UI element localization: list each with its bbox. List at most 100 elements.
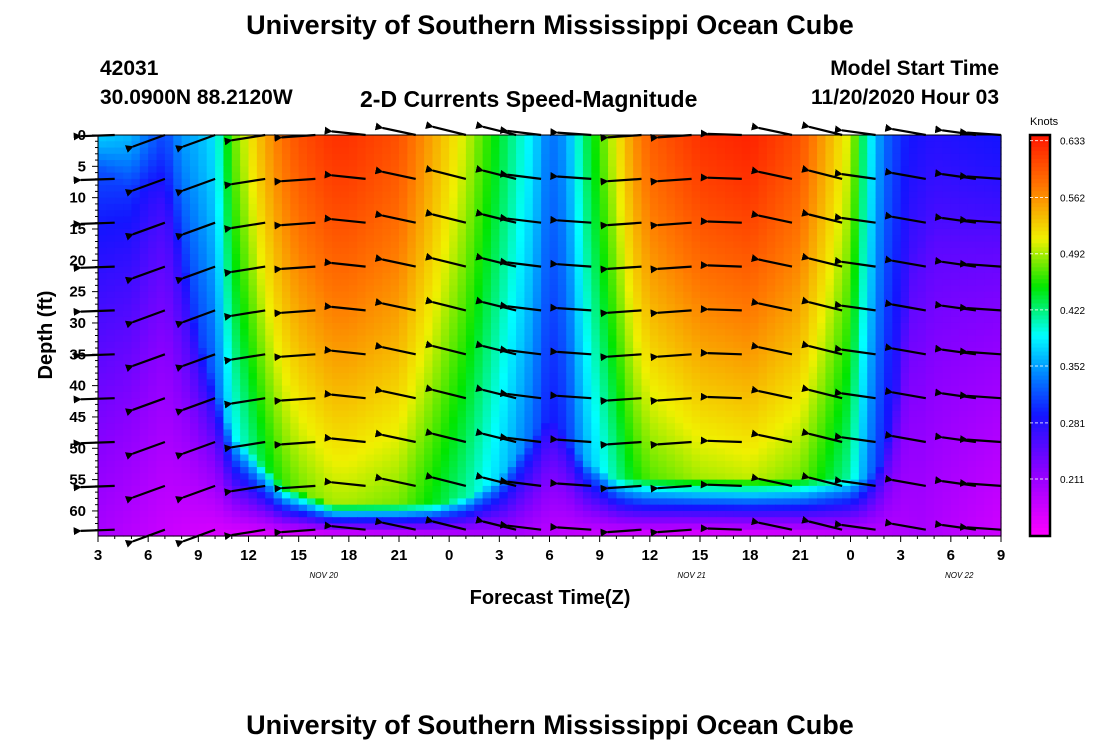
heatmap-cell	[750, 191, 760, 199]
heatmap-cell	[482, 360, 492, 368]
heatmap-cell	[925, 147, 935, 155]
heatmap-cell	[399, 385, 408, 393]
heatmap-cell	[348, 329, 358, 337]
heatmap-cell	[248, 322, 258, 330]
heatmap-cell	[833, 222, 843, 230]
heatmap-cell	[449, 398, 459, 406]
heatmap-cell	[131, 166, 141, 174]
heatmap-cell	[909, 385, 918, 393]
heatmap-cell	[256, 385, 266, 393]
heatmap-cell	[490, 316, 500, 324]
heatmap-cell	[532, 385, 542, 393]
heatmap-cell	[942, 178, 952, 186]
heatmap-cell	[566, 291, 576, 299]
heatmap-cell	[934, 228, 944, 236]
heatmap-cell	[256, 354, 266, 362]
heatmap-cell	[348, 178, 358, 186]
heatmap-cell	[950, 191, 960, 199]
heatmap-cell	[265, 373, 275, 380]
heatmap-cell	[524, 172, 534, 180]
heatmap-cell	[507, 366, 517, 374]
heatmap-cell	[348, 247, 358, 255]
heatmap-cell	[909, 360, 918, 368]
heatmap-cell	[348, 354, 358, 362]
heatmap-cell	[223, 391, 233, 399]
heatmap-cell	[482, 141, 492, 149]
heatmap-cell	[800, 398, 810, 406]
heatmap-cell	[975, 216, 985, 224]
heatmap-cell	[399, 266, 408, 274]
heatmap-cell	[415, 366, 425, 374]
heatmap-cell	[357, 279, 367, 286]
heatmap-cell	[382, 235, 392, 243]
heatmap-cell	[942, 254, 952, 261]
heatmap-cell	[348, 228, 358, 236]
heatmap-cell	[725, 272, 735, 280]
heatmap-cell	[365, 354, 375, 362]
heatmap-cell	[465, 141, 475, 149]
heatmap-cell	[658, 360, 668, 368]
heatmap-cell	[407, 279, 417, 286]
heatmap-cell	[766, 416, 776, 424]
heatmap-cell	[440, 228, 450, 236]
heatmap-cell	[106, 354, 116, 362]
heatmap-cell	[582, 216, 592, 224]
heatmap-cell	[842, 354, 852, 362]
heatmap-cell	[482, 341, 492, 349]
heatmap-cell	[114, 291, 124, 299]
heatmap-cell	[649, 260, 659, 268]
heatmap-cell	[992, 191, 1002, 199]
heatmap-cell	[666, 185, 676, 192]
heatmap-cell	[424, 222, 434, 230]
heatmap-cell	[248, 348, 258, 355]
heatmap-cell	[975, 160, 985, 167]
heatmap-cell	[599, 235, 609, 243]
heatmap-cell	[189, 235, 199, 243]
heatmap-cell	[474, 366, 484, 374]
heatmap-cell	[557, 416, 567, 424]
heatmap-cell	[992, 266, 1002, 274]
heatmap-cell	[758, 366, 768, 374]
heatmap-cell	[399, 360, 408, 368]
heatmap-cell	[808, 228, 818, 236]
heatmap-cell	[474, 172, 484, 180]
heatmap-cell	[215, 279, 225, 286]
heatmap-cell	[950, 228, 960, 236]
heatmap-cell	[457, 416, 467, 424]
heatmap-cell	[407, 172, 417, 180]
heatmap-cell	[106, 304, 116, 312]
heatmap-cell	[917, 254, 927, 261]
heatmap-cell	[382, 160, 392, 167]
heatmap-cell	[373, 316, 383, 324]
heatmap-cell	[307, 185, 316, 192]
heatmap-cell	[106, 153, 116, 161]
heatmap-cell	[950, 366, 960, 374]
heatmap-cell	[148, 147, 158, 155]
heatmap-cell	[808, 297, 818, 305]
heatmap-cell	[440, 329, 450, 337]
heatmap-cell	[265, 241, 275, 249]
heatmap-cell	[290, 297, 300, 305]
heatmap-cell	[741, 366, 751, 374]
heatmap-cell	[382, 260, 392, 268]
heatmap-cell	[323, 141, 333, 149]
heatmap-cell	[541, 360, 551, 368]
heatmap-cell	[490, 272, 500, 280]
heatmap-cell	[766, 385, 776, 393]
heatmap-cell	[633, 291, 643, 299]
heatmap-cell	[992, 329, 1002, 337]
heatmap-cell	[407, 310, 417, 318]
heatmap-cell	[733, 135, 743, 142]
heatmap-cell	[633, 416, 643, 424]
heatmap-cell	[507, 373, 517, 380]
heatmap-cell	[825, 266, 835, 274]
heatmap-cell	[725, 373, 735, 380]
heatmap-cell	[223, 241, 233, 249]
heatmap-cell	[984, 285, 994, 293]
heatmap-cell	[273, 272, 283, 280]
heatmap-cell	[215, 147, 225, 155]
heatmap-cell	[950, 385, 960, 393]
heatmap-cell	[683, 160, 693, 167]
heatmap-cell	[883, 373, 893, 380]
heatmap-cell	[791, 322, 801, 330]
